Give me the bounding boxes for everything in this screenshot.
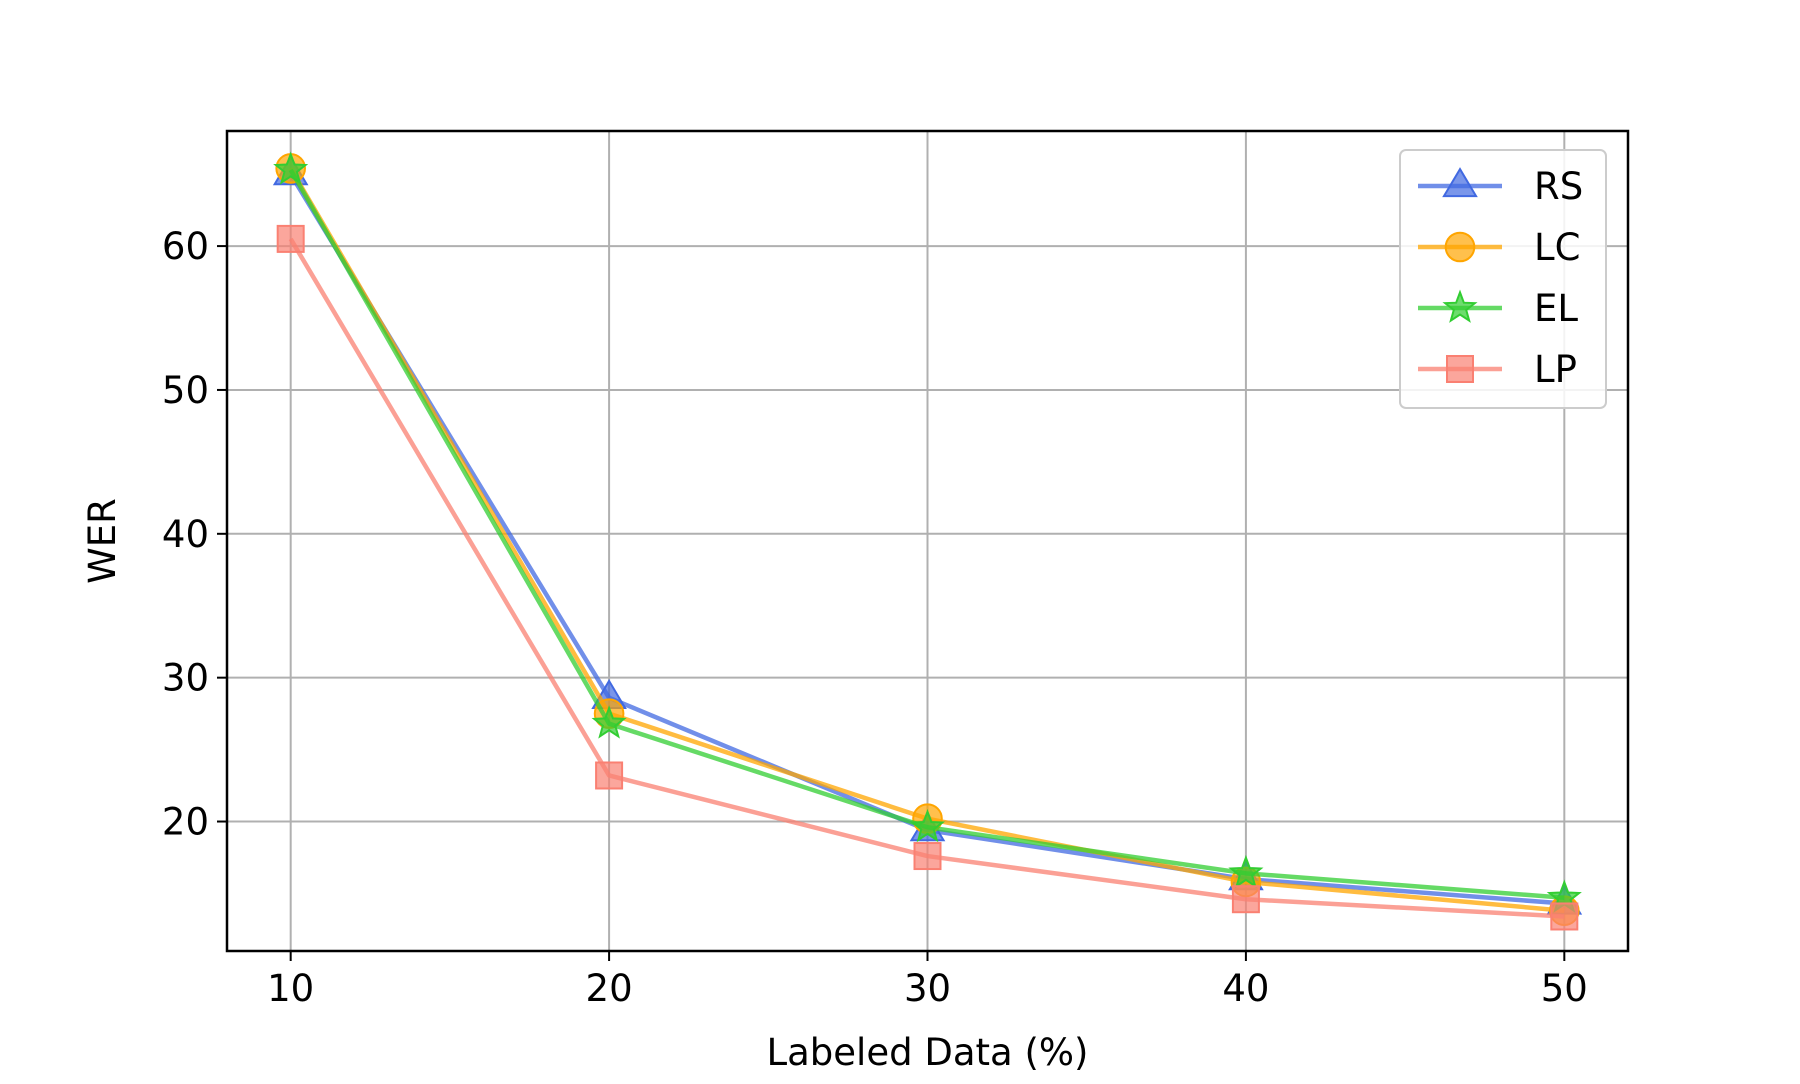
legend-marker	[1442, 289, 1478, 323]
data-point	[909, 808, 946, 843]
legend-label: EL	[1534, 287, 1578, 330]
y-tick-label: 40	[162, 513, 209, 556]
y-tick-label: 60	[162, 225, 209, 268]
x-tick-label: 20	[586, 967, 633, 1010]
legend-item-lc: LC	[1418, 226, 1580, 269]
series-el	[273, 151, 1582, 913]
legend-box	[1399, 149, 1607, 409]
x-axis-label: Labeled Data (%)	[767, 1031, 1089, 1074]
data-point	[913, 842, 942, 871]
data-point	[591, 705, 627, 739]
y-tick-label: 50	[162, 369, 209, 412]
legend-label: RS	[1534, 165, 1583, 208]
legend-marker	[1444, 231, 1476, 263]
legend-marker	[1446, 355, 1474, 383]
data-point	[1550, 902, 1579, 931]
data-point	[273, 151, 309, 185]
series-group	[272, 151, 1583, 931]
y-axis-label: WER	[81, 498, 124, 584]
legend-item-lp: LP	[1418, 348, 1577, 391]
data-point	[1231, 885, 1260, 914]
legend: RS LC EL LP	[1399, 149, 1607, 409]
axis-ticks: 10 20 30 40 50 20 30 40 50 60	[162, 225, 1588, 1010]
x-tick-label: 50	[1541, 967, 1588, 1010]
data-point	[595, 761, 624, 790]
legend-label: LC	[1534, 226, 1580, 269]
y-tick-label: 30	[162, 657, 209, 700]
series-lp	[276, 224, 1579, 931]
legend-item-el: EL	[1418, 287, 1578, 330]
x-tick-label: 30	[904, 967, 951, 1010]
legend-marker	[1442, 167, 1478, 198]
data-point	[1228, 854, 1264, 889]
legend-item-rs: RS	[1418, 165, 1583, 208]
data-point	[276, 224, 305, 253]
legend-label: LP	[1534, 348, 1577, 391]
x-tick-label: 10	[267, 967, 314, 1010]
y-tick-label: 20	[162, 801, 209, 844]
x-tick-label: 40	[1222, 967, 1269, 1010]
